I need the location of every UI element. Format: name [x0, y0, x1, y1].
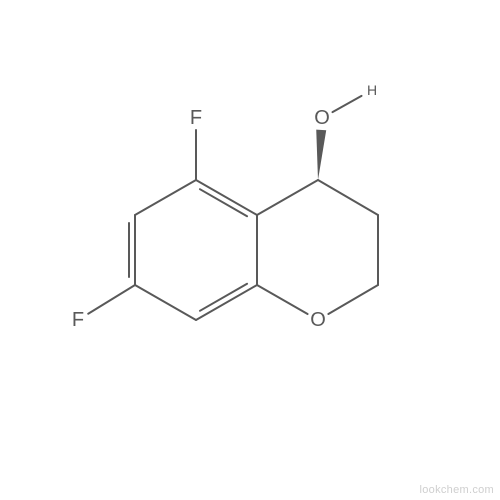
svg-text:F: F — [190, 107, 202, 129]
structure-canvas: O F F O H — [0, 0, 500, 500]
svg-text:O: O — [310, 309, 326, 331]
svg-text:O: O — [314, 107, 330, 129]
svg-text:H: H — [367, 82, 377, 98]
molecule-svg: O F F O H — [0, 0, 500, 500]
watermark-text: lookchem.com — [419, 484, 494, 496]
svg-text:F: F — [72, 309, 84, 331]
